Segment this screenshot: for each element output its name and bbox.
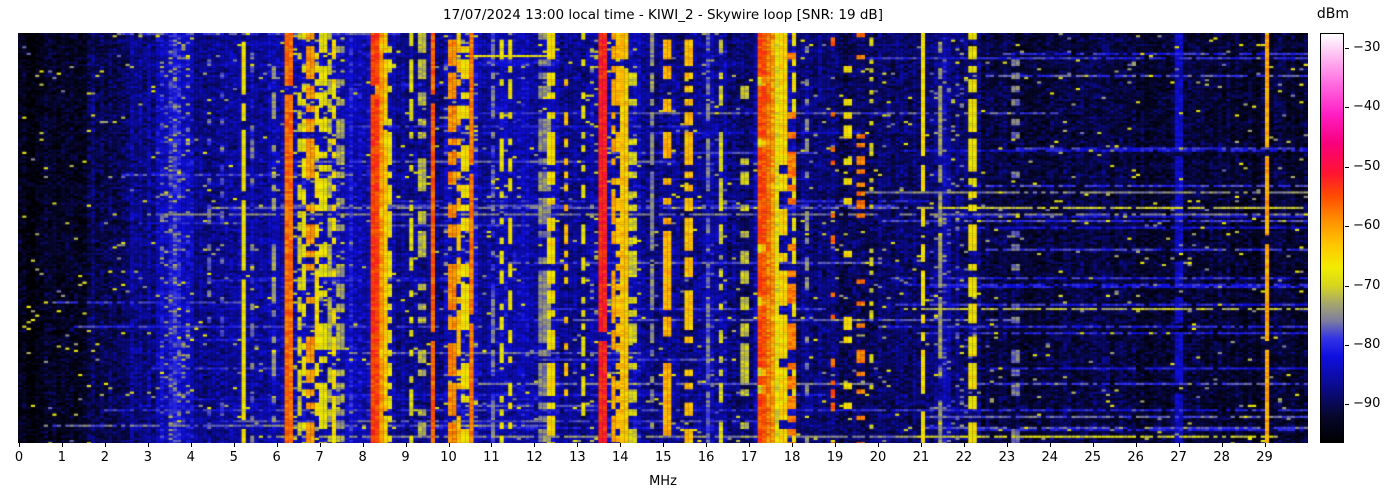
colorbar-tick-label: −60 (1353, 218, 1381, 234)
x-tick-label: 25 (1084, 450, 1102, 465)
colorbar-tick-label: −70 (1353, 277, 1381, 293)
x-tick-mark (835, 443, 837, 447)
x-tick-mark (792, 443, 794, 447)
x-tick-label: 1 (57, 450, 67, 465)
x-axis: 0 1 2 3 4 5 6 7 8 9 10 11 12 13 14 15 16 17 18 19 20 21 22 23 24… (15, 443, 1308, 483)
colorbar-tick-mark (1345, 344, 1349, 346)
colorbar-tick-label: −80 (1353, 336, 1381, 352)
colorbar-gradient (1320, 33, 1344, 443)
colorbar-tick-mark (1345, 226, 1349, 228)
colorbar-tick-label: −90 (1353, 396, 1381, 412)
x-tick-mark (534, 443, 536, 447)
x-tick-label: 17 (740, 450, 758, 465)
colorbar-tick-label: −30 (1353, 39, 1381, 55)
colorbar-ticks: −30 −40 −50 −60 −70 −80 −90 (1344, 33, 1400, 443)
x-tick-label: 13 (569, 450, 586, 465)
spectrogram-canvas (18, 33, 1308, 443)
x-tick-label: 5 (229, 450, 238, 465)
x-tick-label: 7 (315, 450, 324, 465)
x-tick-label: 16 (697, 450, 715, 465)
x-tick-mark (706, 443, 708, 447)
x-tick-label: 19 (826, 450, 844, 465)
x-tick-label: 15 (654, 450, 672, 465)
x-tick-label: 29 (1256, 450, 1273, 465)
x-tick-mark (61, 443, 63, 447)
x-tick-mark (190, 443, 192, 447)
x-tick-mark (1135, 443, 1137, 447)
x-tick-mark (920, 443, 922, 447)
x-tick-label: 10 (440, 450, 457, 465)
x-tick-mark (1178, 443, 1180, 447)
x-tick-mark (276, 443, 278, 447)
x-tick-label: 18 (783, 450, 801, 465)
x-tick-mark (319, 443, 321, 447)
x-tick-mark (749, 443, 751, 447)
x-tick-mark (19, 443, 20, 447)
x-tick-label: 4 (186, 450, 195, 465)
x-tick-mark (663, 443, 665, 447)
colorbar-tick-label: −50 (1353, 158, 1381, 174)
x-tick-label: 12 (526, 450, 543, 465)
x-tick-label: 21 (912, 450, 930, 465)
x-tick-mark (878, 443, 879, 447)
x-tick-label: 23 (998, 450, 1016, 465)
waterfall-plot-area (18, 33, 1308, 443)
x-tick-mark (963, 443, 965, 447)
x-tick-mark (1006, 443, 1008, 447)
x-tick-label: 26 (1127, 450, 1144, 465)
colorbar-tick-mark (1345, 47, 1349, 49)
x-tick-label: 3 (143, 450, 152, 465)
x-tick-mark (577, 443, 579, 447)
x-tick-mark (1264, 443, 1266, 447)
colorbar-tick-label: −40 (1353, 99, 1381, 115)
x-tick-mark (405, 443, 407, 447)
x-tick-mark (362, 443, 364, 447)
x-tick-mark (1221, 443, 1223, 447)
x-tick-label: 28 (1213, 450, 1230, 465)
x-tick-label: 27 (1170, 450, 1187, 465)
colorbar-tick-mark (1345, 404, 1349, 406)
colorbar-label: dBm (1316, 6, 1350, 22)
x-tick-label: 8 (358, 450, 367, 465)
x-tick-label: 0 (14, 450, 24, 465)
page-title: 17/07/2024 13:00 local time - KIWI_2 - S… (443, 7, 883, 23)
x-axis-label: MHz (649, 474, 677, 489)
x-tick-mark (147, 443, 149, 447)
x-tick-label: 14 (612, 450, 629, 465)
x-tick-label: 20 (869, 450, 887, 465)
x-tick-mark (620, 443, 622, 447)
x-tick-mark (104, 443, 106, 447)
x-tick-mark (233, 443, 235, 447)
x-tick-label: 6 (272, 450, 281, 465)
x-tick-label: 11 (483, 450, 500, 465)
x-tick-label: 9 (401, 450, 410, 465)
x-tick-mark (491, 443, 493, 447)
x-tick-label: 22 (955, 450, 973, 465)
colorbar-tick-mark (1345, 285, 1349, 287)
x-tick-label: 24 (1041, 450, 1059, 465)
colorbar-tick-mark (1345, 107, 1349, 109)
x-tick-mark (448, 443, 450, 447)
colorbar-tick-mark (1345, 166, 1349, 168)
x-tick-label: 2 (100, 450, 110, 465)
x-tick-mark (1092, 443, 1094, 447)
x-tick-mark (1049, 443, 1051, 447)
